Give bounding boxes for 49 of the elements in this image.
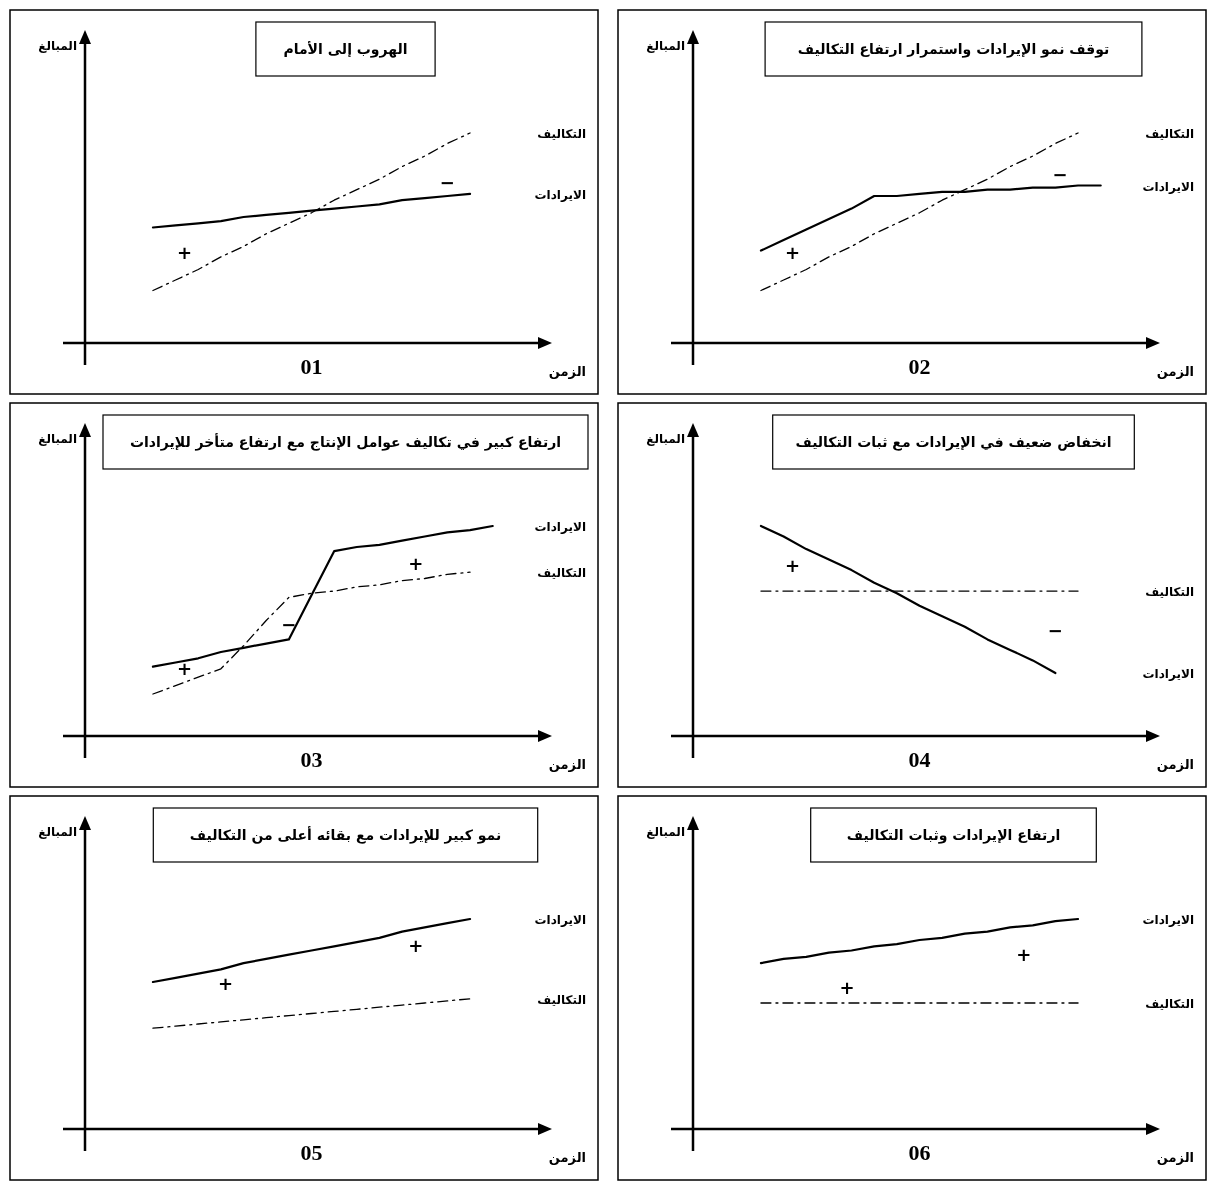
y-axis-title: المبالغ bbox=[646, 39, 685, 53]
annotation: − bbox=[1047, 620, 1063, 641]
text: الايرادات bbox=[534, 520, 586, 534]
text: التكاليف bbox=[1145, 585, 1194, 600]
y-axis-title: المبالغ bbox=[38, 39, 77, 53]
chart-title: ارتفاع الإيرادات وثبات التكاليف bbox=[846, 827, 1061, 844]
x-axis-title: الزمن bbox=[548, 757, 586, 772]
text: التكاليف bbox=[1145, 997, 1194, 1011]
annotation: + bbox=[217, 973, 233, 995]
x-axis-title: الزمن bbox=[548, 364, 586, 379]
text: الايرادات bbox=[534, 913, 586, 927]
text: 02 bbox=[908, 354, 931, 379]
annotation: + bbox=[839, 977, 855, 999]
text: التكاليف bbox=[537, 127, 586, 141]
x-axis-title: الزمن bbox=[548, 1150, 586, 1165]
annotation: + bbox=[177, 241, 193, 263]
chart-title: ارتفاع كبير في تكاليف عوامل الإنتاج مع ارتفاع متأخر للإيرادات bbox=[129, 433, 562, 451]
y-axis-title: المبالغ bbox=[646, 432, 685, 446]
annotation: + bbox=[408, 552, 424, 574]
text: 04 bbox=[908, 747, 931, 772]
chart-title: توقف نمو الإيرادات واستمرار ارتفاع التكاليف bbox=[797, 41, 1110, 58]
annotation: − bbox=[281, 613, 297, 635]
text: الايرادات bbox=[1142, 667, 1194, 681]
text: 05 bbox=[300, 1140, 323, 1165]
text: 06 bbox=[908, 1140, 931, 1165]
x-axis-title: الزمن bbox=[1156, 757, 1194, 772]
annotation: + bbox=[1016, 943, 1032, 965]
annotation: − bbox=[1052, 164, 1068, 185]
chart-title: انخفاض ضعيف في الإيرادات مع ثبات التكاليف bbox=[795, 434, 1112, 451]
text: التكاليف bbox=[537, 992, 586, 1007]
y-axis-title: المبالغ bbox=[38, 825, 77, 839]
x-axis-title: الزمن bbox=[1156, 1150, 1194, 1165]
y-axis-title: المبالغ bbox=[646, 825, 685, 839]
text: التكاليف bbox=[1145, 127, 1194, 141]
annotation: + bbox=[408, 935, 424, 957]
annotation: + bbox=[785, 241, 801, 263]
text: 03 bbox=[300, 747, 323, 772]
text: الايرادات bbox=[1142, 913, 1194, 927]
text: الايرادات bbox=[1142, 179, 1194, 194]
annotation: + bbox=[177, 657, 193, 679]
text: الايرادات bbox=[534, 187, 586, 202]
chart-title: الهروب إلى الأمام bbox=[283, 41, 408, 58]
text: 01 bbox=[300, 354, 323, 379]
y-axis-title: المبالغ bbox=[38, 432, 77, 446]
annotation: − bbox=[439, 172, 455, 194]
chart-title: نمو كبير للإيرادات مع بقائه أعلى من التكاليف bbox=[189, 826, 502, 844]
text: التكاليف bbox=[537, 566, 586, 581]
x-axis-title: الزمن bbox=[1156, 364, 1194, 379]
annotation: + bbox=[785, 554, 801, 576]
